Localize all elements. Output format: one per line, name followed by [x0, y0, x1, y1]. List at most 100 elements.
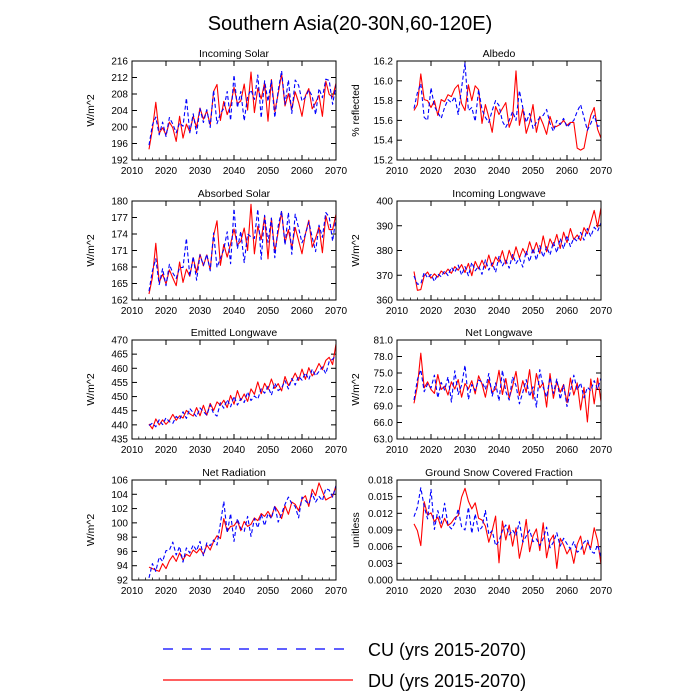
panel-4: Emitted Longwave W/m^2 2010 2020 2030 2040 205…: [85, 327, 348, 456]
x-tick-label: 2060: [556, 306, 579, 317]
y-tick-label: 465: [111, 350, 128, 361]
x-tick-label: 2070: [325, 166, 348, 177]
x-tick-label: 2010: [121, 166, 144, 177]
x-tick-label: 2070: [590, 306, 613, 317]
y-tick-label: 15.2: [374, 156, 394, 167]
series-line-cu: [148, 70, 336, 146]
y-tick-label: 66.0: [374, 418, 394, 429]
x-tick-label: 2030: [189, 445, 212, 456]
panel-title: Ground Snow Covered Fraction: [425, 467, 573, 479]
y-tick-label: 15.6: [374, 116, 394, 127]
series-line-cu: [413, 222, 601, 285]
plot-frame: [396, 479, 602, 581]
panel-title: Albedo: [483, 48, 516, 60]
y-tick-label: 78.0: [374, 352, 394, 363]
x-tick-label: 2040: [223, 586, 246, 597]
x-tick-label: 2070: [325, 306, 348, 317]
x-tick-label: 2020: [420, 586, 443, 597]
y-tick-label: 0.000: [368, 576, 393, 587]
y-tick-label: 390: [376, 221, 393, 232]
panel-1: Albedo % reflected 2010 2020 2030 2040 2050 206…: [350, 48, 613, 177]
x-tick-label: 2010: [386, 586, 409, 597]
x-tick-label: 2030: [189, 306, 212, 317]
y-tick-label: 168: [111, 263, 128, 274]
x-tick-label: 2040: [488, 445, 511, 456]
y-tick-label: 200: [111, 123, 128, 134]
y-tick-label: 445: [111, 406, 128, 417]
y-tick-label: 192: [111, 156, 128, 167]
panels: Incoming Solar W/m^2 2010 2020 2030 2040 2050 2…: [85, 48, 613, 597]
panel-title: Net Longwave: [465, 327, 532, 339]
y-tick-label: 16.0: [374, 76, 394, 87]
y-tick-label: 106: [111, 476, 128, 487]
y-tick-label: 0.012: [368, 509, 393, 520]
x-tick-label: 2020: [155, 306, 178, 317]
x-tick-label: 2020: [155, 166, 178, 177]
y-tick-label: 208: [111, 90, 128, 101]
x-tick-label: 2070: [325, 445, 348, 456]
y-tick-label: 177: [111, 213, 128, 224]
series-line-cu: [413, 364, 601, 408]
y-axis-label: unitless: [350, 512, 362, 548]
x-tick-label: 2060: [556, 586, 579, 597]
y-axis-label: W/m^2: [350, 373, 362, 406]
y-axis-label: W/m^2: [85, 514, 97, 547]
y-tick-label: 455: [111, 378, 128, 389]
figure-title: Southern Asia(20-30N,60-120E): [208, 13, 493, 35]
x-tick-label: 2070: [590, 166, 613, 177]
panel-title: Incoming Longwave: [452, 188, 546, 200]
x-tick-label: 2010: [121, 445, 144, 456]
y-tick-label: 171: [111, 246, 128, 257]
x-tick-label: 2040: [223, 306, 246, 317]
series-line-du: [148, 71, 336, 150]
y-tick-label: 16.2: [374, 57, 394, 68]
series-line-du: [148, 482, 336, 572]
plot-frame: [396, 200, 602, 301]
panel-2: Absorbed Solar W/m^2 2010 2020 2030 2040 2050 2…: [85, 188, 348, 317]
series-line-cu: [148, 355, 336, 428]
series-line-cu: [413, 487, 601, 558]
plot-frame: [396, 60, 602, 161]
x-tick-label: 2040: [488, 586, 511, 597]
panel-0: Incoming Solar W/m^2 2010 2020 2030 2040 2050 2…: [85, 48, 348, 177]
legend-label-du: DU (yrs 2015-2070): [368, 671, 526, 691]
panel-3: Incoming Longwave W/m^2 2010 2020 2030 2040 20…: [350, 188, 613, 317]
y-tick-label: 15.8: [374, 96, 394, 107]
x-tick-label: 2010: [386, 166, 409, 177]
x-tick-label: 2060: [291, 306, 314, 317]
x-tick-label: 2070: [325, 586, 348, 597]
panel-title: Emitted Longwave: [191, 327, 278, 339]
x-tick-label: 2050: [257, 586, 280, 597]
series-line-du: [413, 207, 601, 291]
panel-title: Absorbed Solar: [198, 188, 271, 200]
y-axis-label: W/m^2: [85, 94, 97, 127]
y-tick-label: 165: [111, 279, 128, 290]
y-tick-label: 470: [111, 336, 128, 347]
x-tick-label: 2030: [189, 586, 212, 597]
y-tick-label: 96: [117, 547, 129, 558]
y-tick-label: 196: [111, 139, 128, 150]
panel-5: Net Longwave W/m^2 2010 2020 2030 2040 2050 206…: [350, 327, 613, 456]
y-tick-label: 104: [111, 490, 128, 501]
x-tick-label: 2010: [121, 306, 144, 317]
y-tick-label: 435: [111, 435, 128, 446]
panel-6: Net Radiation W/m^2 2010 2020 2030 2040 2050 20…: [85, 467, 348, 597]
x-tick-label: 2030: [454, 445, 477, 456]
y-axis-label: W/m^2: [85, 234, 97, 267]
y-tick-label: 460: [111, 364, 128, 375]
y-tick-label: 180: [111, 197, 128, 208]
y-tick-label: 100: [111, 518, 128, 529]
x-tick-label: 2040: [223, 166, 246, 177]
y-tick-label: 92: [117, 576, 129, 587]
y-tick-label: 15.4: [374, 136, 394, 147]
y-tick-label: 0.006: [368, 542, 393, 553]
x-tick-label: 2060: [291, 586, 314, 597]
x-tick-label: 2050: [257, 445, 280, 456]
x-tick-label: 2050: [257, 306, 280, 317]
y-tick-label: 162: [111, 296, 128, 307]
y-tick-label: 450: [111, 392, 128, 403]
x-tick-label: 2060: [291, 166, 314, 177]
x-tick-label: 2050: [257, 166, 280, 177]
plot-frame: [131, 479, 337, 581]
